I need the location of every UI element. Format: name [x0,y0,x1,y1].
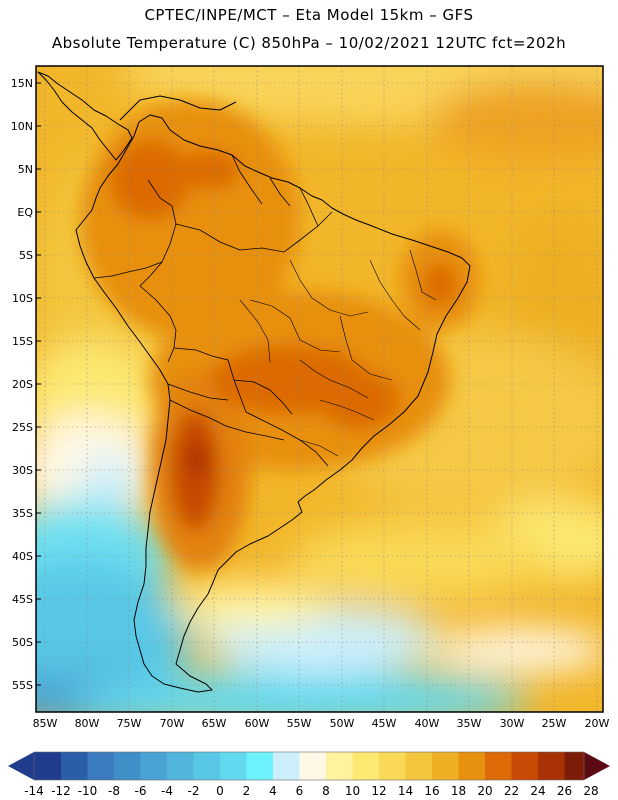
lon-label: 85W [33,717,58,730]
lat-label: 35S [12,507,33,520]
colorbar-label: 12 [371,784,386,798]
colorbar-label: -6 [135,784,147,798]
colorbar-label: -4 [161,784,173,798]
lon-label: 75W [117,717,142,730]
country-borders [93,154,333,467]
lat-label: 10N [11,120,33,133]
colorbar-bin [167,752,195,780]
lat-label: 45S [12,593,33,606]
lat-label: 55S [12,679,33,692]
colorbar-label: 10 [345,784,360,798]
state-borders [239,249,437,457]
lon-label: 40W [415,717,440,730]
lon-label: 35W [457,717,482,730]
colorbar-label: -14 [24,784,44,798]
colorbar-label: 14 [398,784,413,798]
colorbar-label: 22 [504,784,519,798]
colorbar-bin [538,752,566,780]
lon-label: 80W [75,717,100,730]
lon-label: 70W [160,717,185,730]
colorbar-bin [61,752,89,780]
colorbar-high-arrow [584,752,610,780]
colorbar-label: 16 [424,784,439,798]
colorbar-bin [432,752,460,780]
colorbar-label: -12 [51,784,71,798]
colorbar-bin [405,752,433,780]
lat-label: 5N [18,163,33,176]
colorbar-bin [326,752,354,780]
lon-label: 45W [372,717,397,730]
lat-label: 10S [12,292,33,305]
colorbar-label: 0 [216,784,224,798]
colorbar-label: 20 [477,784,492,798]
south-america-outline [75,114,471,693]
colorbar-label: 6 [296,784,304,798]
colorbar-bin [273,752,301,780]
lat-label: 40S [12,550,33,563]
colorbar-bin [34,752,62,780]
lat-axis: 15N 10N 5N EQ 5S 10S 15S 20S 25S 30S 35S… [11,77,34,692]
lat-label: 30S [12,464,33,477]
lon-axis: 85W 80W 75W 70W 65W 60W 55W 50W 45W 40W … [33,717,610,730]
colorbar-bin [379,752,407,780]
map-title: CPTEC/INPE/MCT – Eta Model 15km – GFS [144,6,474,24]
lat-tick-marks [36,82,41,686]
colorbar-label: 2 [243,784,251,798]
colorbar-bin [140,752,168,780]
lon-label: 50W [330,717,355,730]
colorbar-bin [193,752,221,780]
lon-label: 30W [500,717,525,730]
colorbar-bin [246,752,274,780]
lon-label: 55W [287,717,312,730]
colorbar-frame [33,751,585,781]
map-subtitle: Absolute Temperature (C) 850hPa – 10/02/… [51,34,567,52]
lon-label: 60W [245,717,270,730]
colorbar-bin [352,752,380,780]
colorbar-label: 26 [557,784,572,798]
colorbar-bin [114,752,142,780]
colorbar-bin [299,752,327,780]
lat-label: 25S [12,421,33,434]
colorbar-label: 8 [322,784,330,798]
colorbar-label: -8 [108,784,120,798]
colorbar-label: 28 [583,784,598,798]
colorbar-bin [220,752,248,780]
lat-label: 50S [12,636,33,649]
coastlines [37,71,471,693]
lat-label: 15N [11,77,33,90]
colorbar-label: -10 [78,784,98,798]
colorbar-low-arrow [8,752,34,780]
colorbar-bin [511,752,539,780]
central-america-outline [37,71,133,161]
colorbar-label: 24 [530,784,545,798]
colorbar-label: 4 [269,784,277,798]
colorbar-bin [87,752,115,780]
lon-label: 20W [585,717,610,730]
grid-lines [36,66,603,712]
map-frame [35,65,604,713]
lat-label: 20S [12,378,33,391]
lon-label: 65W [202,717,227,730]
lat-label: 5S [19,249,33,262]
colorbar-bin [458,752,486,780]
lat-label: 15S [12,335,33,348]
caribbean-coast [119,95,237,121]
colorbar-label: -2 [188,784,200,798]
colorbar-bin [564,752,585,780]
temperature-field [36,66,603,712]
lat-label: EQ [17,206,33,219]
lon-label: 25W [542,717,567,730]
colorbar-bin [485,752,513,780]
colorbar-label: 18 [451,784,466,798]
colorbar: -14 -12 -10 -8 -6 -4 -2 0 2 4 6 8 10 12 … [8,751,610,798]
